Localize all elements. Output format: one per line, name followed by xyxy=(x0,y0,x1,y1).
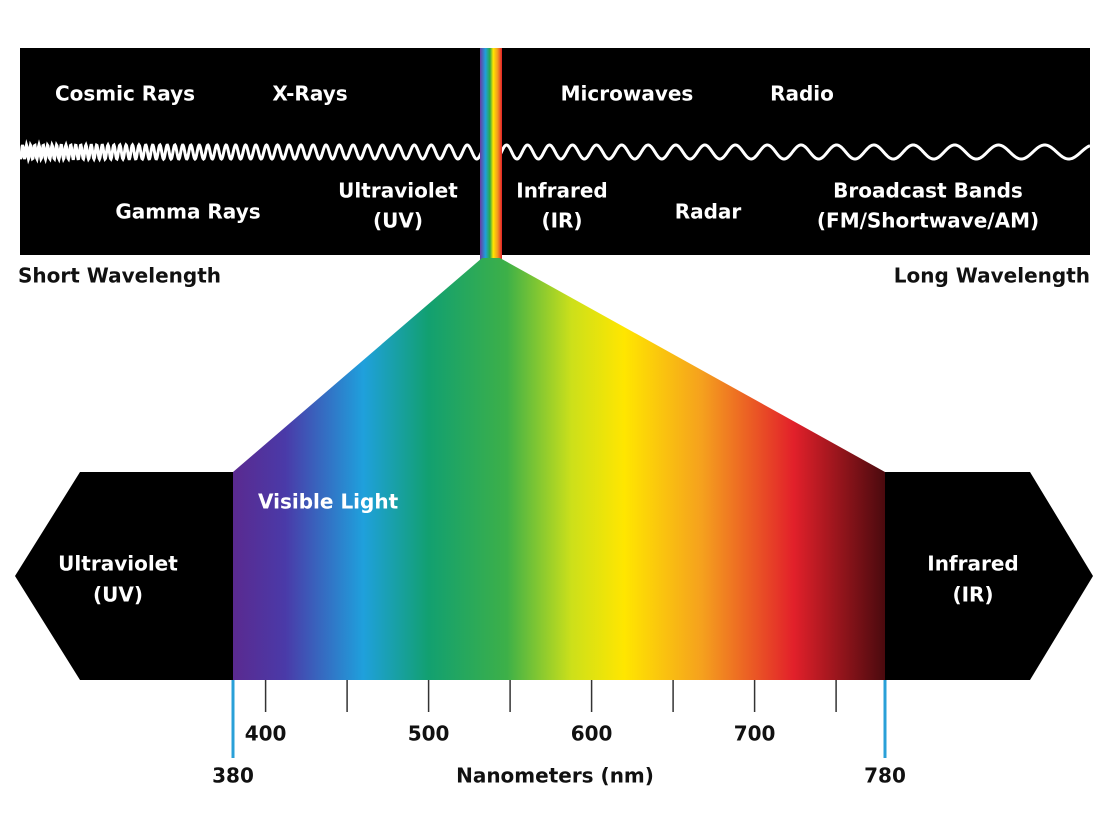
tick-label: 380 xyxy=(212,764,254,788)
tick-label: 600 xyxy=(571,722,613,746)
band-label: X-Rays xyxy=(272,82,347,106)
band-label: Ultraviolet xyxy=(338,179,458,203)
uv-label: (UV) xyxy=(93,583,143,607)
uv-label: Ultraviolet xyxy=(58,552,178,576)
wave xyxy=(18,139,1091,165)
visible-strip xyxy=(480,48,502,262)
tick-label: 400 xyxy=(245,722,287,746)
long-wavelength: Long Wavelength xyxy=(894,264,1090,288)
band-label: Cosmic Rays xyxy=(55,82,195,106)
band-label: Broadcast Bands xyxy=(833,179,1023,203)
band-label: (UV) xyxy=(373,209,423,233)
band-label: Infrared xyxy=(516,179,607,203)
axis: 380 400 500 600 700 780 xyxy=(212,680,906,788)
band-label: Radio xyxy=(770,82,834,106)
tick-label: 780 xyxy=(864,764,906,788)
visible-spectrum xyxy=(233,472,885,680)
short-wavelength: Short Wavelength xyxy=(18,264,221,288)
ir-label: Infrared xyxy=(927,552,1018,576)
band-label: (IR) xyxy=(541,209,582,233)
band-label: Radar xyxy=(675,200,742,224)
band-label: (FM/Shortwave/AM) xyxy=(817,209,1039,233)
tick-label: 700 xyxy=(734,722,776,746)
wave-layer xyxy=(18,139,1091,165)
tick-label: 500 xyxy=(408,722,450,746)
visible-title: Visible Light xyxy=(258,490,399,514)
band-label: Gamma Rays xyxy=(115,200,260,224)
band-label: Microwaves xyxy=(561,82,694,106)
visible-fan xyxy=(233,258,885,472)
ir-label: (IR) xyxy=(952,583,993,607)
axis-label: Nanometers (nm) xyxy=(456,764,654,788)
